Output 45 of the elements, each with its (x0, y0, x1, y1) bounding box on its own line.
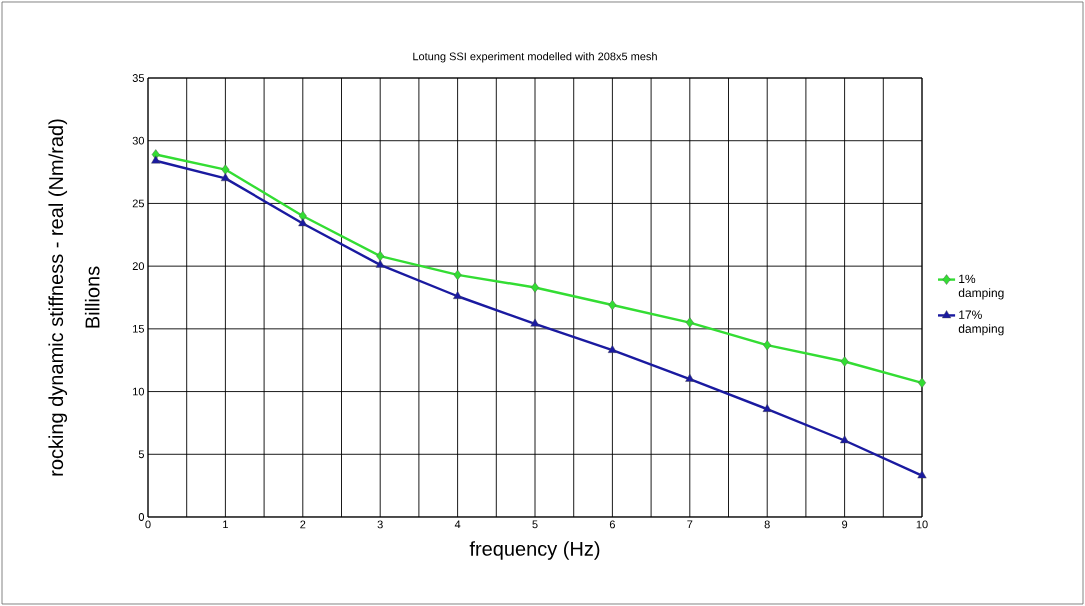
y-tick-label: 25 (132, 199, 144, 208)
point (376, 250, 385, 262)
x-tick-label: 0 (145, 520, 151, 529)
y-tick-label: 20 (132, 262, 145, 271)
point (375, 259, 385, 268)
y-tick-label: 5 (138, 450, 144, 459)
y-tick-label: 10 (133, 387, 145, 396)
x-tick-label: 7 (687, 520, 693, 529)
x-tick-label: 10 (916, 520, 928, 529)
x-tick-label: 4 (454, 520, 461, 529)
point (531, 282, 539, 293)
point (840, 356, 849, 367)
x-tick-label: 1 (223, 520, 228, 529)
x-axis-title: frequency (Hz) (469, 541, 600, 560)
x-tick-label: 8 (764, 520, 770, 529)
x-tick-label: 6 (609, 520, 615, 529)
y-tick-label: 30 (132, 136, 145, 145)
legend-label: 1% damping (958, 274, 1004, 300)
chart-title: Lotung SSI experiment modelled with 208x5 mesh (413, 52, 657, 63)
x-tick-label: 9 (842, 520, 848, 529)
point (917, 470, 927, 479)
point (608, 299, 617, 311)
point (918, 377, 926, 388)
y-tick-label: 15 (133, 325, 144, 333)
point (151, 155, 161, 164)
point (685, 317, 694, 328)
x-tick-label: 5 (532, 520, 538, 529)
x-tick-label: 3 (377, 520, 383, 529)
y-axis-title: rocking dynamic stiffness - real (Nm/rad) (48, 119, 68, 476)
point (763, 339, 772, 351)
point (220, 173, 230, 182)
point (607, 344, 617, 353)
point (762, 403, 772, 412)
point (453, 269, 462, 281)
point (530, 318, 540, 327)
y-tick-label: 35 (132, 74, 144, 82)
point (685, 373, 695, 382)
point (840, 435, 850, 444)
point (453, 291, 463, 299)
x-tick-label: 2 (300, 520, 306, 529)
point (221, 164, 230, 175)
y-tick-label: 0 (138, 513, 145, 521)
text: Billions (84, 266, 100, 328)
point (298, 218, 308, 227)
legend-label: 17% damping (958, 310, 1004, 336)
